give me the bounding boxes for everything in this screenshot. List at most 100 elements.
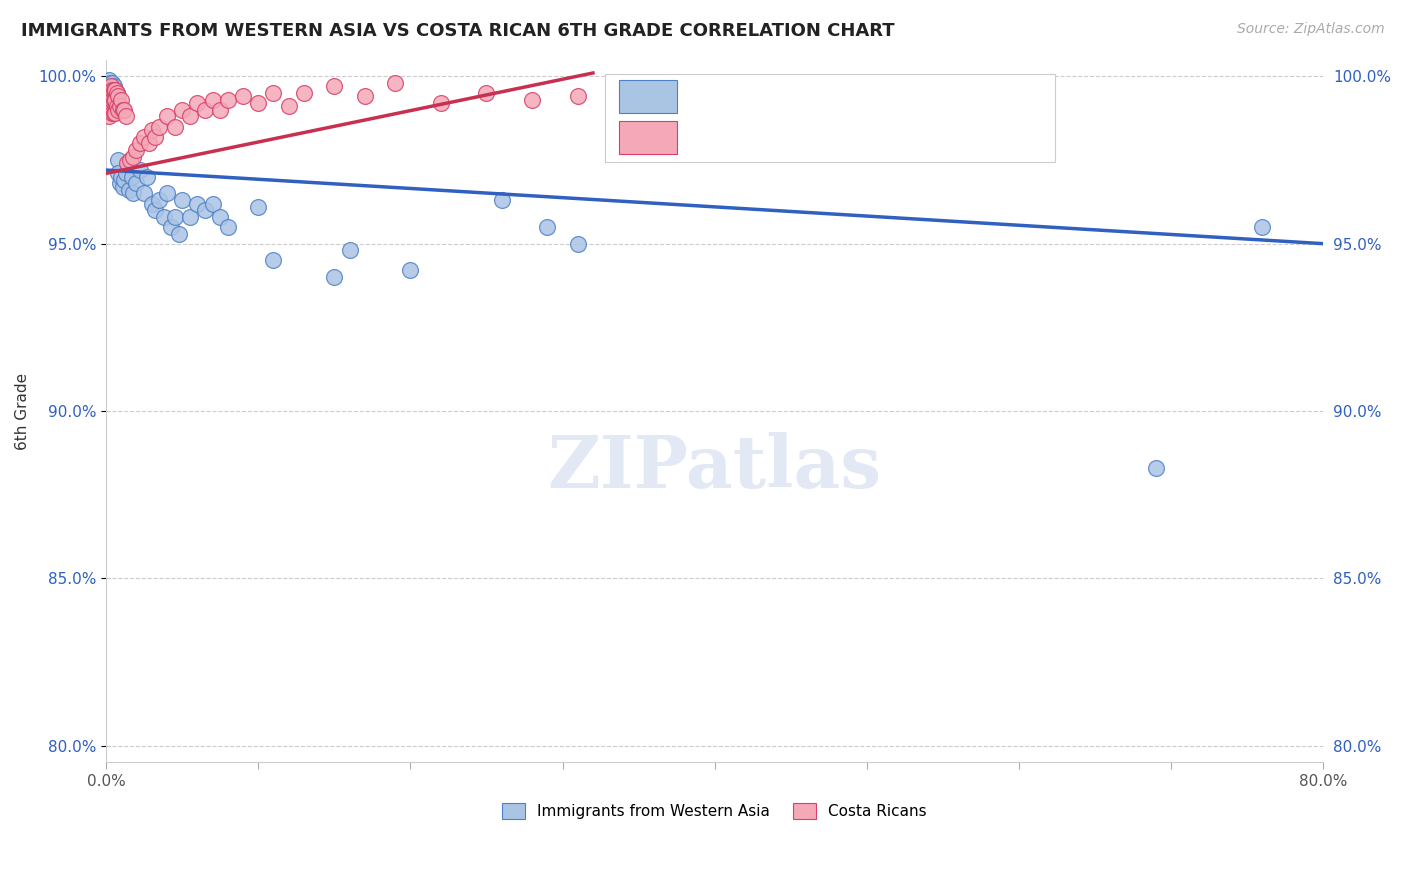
Point (201, 93, 224, 107)
Point (105, 86, 128, 100)
Point (100, 89, 122, 103)
Point (141, 123, 163, 137)
Point (323, 270, 346, 285)
Point (520, 93, 543, 107)
Point (120, 153, 142, 167)
Point (98, 72, 121, 87)
Point (209, 210, 232, 224)
Point (163, 120, 186, 134)
Text: Source: ZipAtlas.com: Source: ZipAtlas.com (1237, 22, 1385, 37)
Point (217, 219, 239, 234)
Point (122, 150, 145, 164)
Point (98, 86, 121, 100)
Point (491, 193, 513, 207)
Point (107, 103, 129, 117)
Point (339, 244, 361, 258)
Point (153, 210, 176, 224)
Point (104, 83, 127, 97)
Point (141, 196, 163, 211)
Point (98, 110, 121, 124)
Point (247, 96, 270, 111)
Point (262, 253, 284, 268)
Point (100, 83, 122, 97)
Point (101, 93, 124, 107)
Point (105, 93, 128, 107)
Point (1144, 461, 1167, 475)
Point (323, 79, 346, 94)
Point (111, 179, 134, 194)
Point (104, 93, 127, 107)
Point (118, 183, 141, 197)
Point (125, 177, 148, 191)
Point (148, 193, 170, 207)
Point (156, 186, 179, 201)
Point (103, 93, 125, 107)
Point (101, 86, 124, 100)
Point (172, 103, 194, 117)
Point (148, 120, 170, 134)
Point (105, 99, 128, 113)
Point (108, 177, 131, 191)
Point (100, 96, 122, 111)
Point (475, 86, 498, 100)
Point (160, 219, 183, 234)
Point (110, 93, 132, 107)
Text: ZIPatlas: ZIPatlas (547, 432, 882, 503)
Point (132, 129, 155, 144)
Point (108, 99, 131, 113)
Point (217, 93, 239, 107)
Point (103, 83, 125, 97)
Point (167, 227, 190, 241)
Point (132, 186, 155, 201)
Point (104, 106, 127, 120)
Point (138, 136, 160, 151)
Point (143, 129, 166, 144)
Point (114, 110, 136, 124)
Point (104, 89, 127, 103)
Point (112, 173, 135, 187)
Point (567, 236, 589, 251)
Legend: Immigrants from Western Asia, Costa Ricans: Immigrants from Western Asia, Costa Rica… (496, 797, 934, 825)
Point (262, 86, 284, 100)
Point (399, 263, 422, 277)
Point (122, 186, 145, 201)
Point (156, 110, 179, 124)
Point (179, 110, 201, 124)
Point (232, 89, 254, 103)
Point (101, 83, 124, 97)
Point (384, 76, 406, 90)
Point (194, 103, 217, 117)
Point (100, 79, 122, 94)
Point (101, 106, 124, 120)
Point (247, 200, 270, 214)
Point (103, 93, 125, 107)
Point (136, 169, 159, 184)
Point (98, 86, 121, 100)
Point (179, 210, 201, 224)
Point (100, 103, 122, 117)
Point (128, 163, 150, 178)
Point (104, 83, 127, 97)
Point (128, 136, 150, 151)
Point (201, 196, 224, 211)
Point (101, 76, 124, 90)
Point (186, 96, 208, 111)
Point (97, 76, 120, 90)
Point (209, 103, 232, 117)
Point (111, 103, 134, 117)
Point (107, 89, 129, 103)
Point (353, 89, 375, 103)
Point (97, 93, 120, 107)
Point (114, 166, 136, 180)
Point (97, 83, 120, 97)
Text: IMMIGRANTS FROM WESTERN ASIA VS COSTA RICAN 6TH GRADE CORRELATION CHART: IMMIGRANTS FROM WESTERN ASIA VS COSTA RI… (21, 22, 894, 40)
Point (101, 93, 124, 107)
Point (100, 76, 122, 90)
Point (143, 203, 166, 218)
Point (105, 86, 128, 100)
Point (163, 210, 186, 224)
Point (186, 196, 208, 211)
Point (430, 96, 453, 111)
Point (107, 153, 129, 167)
Point (97, 103, 120, 117)
